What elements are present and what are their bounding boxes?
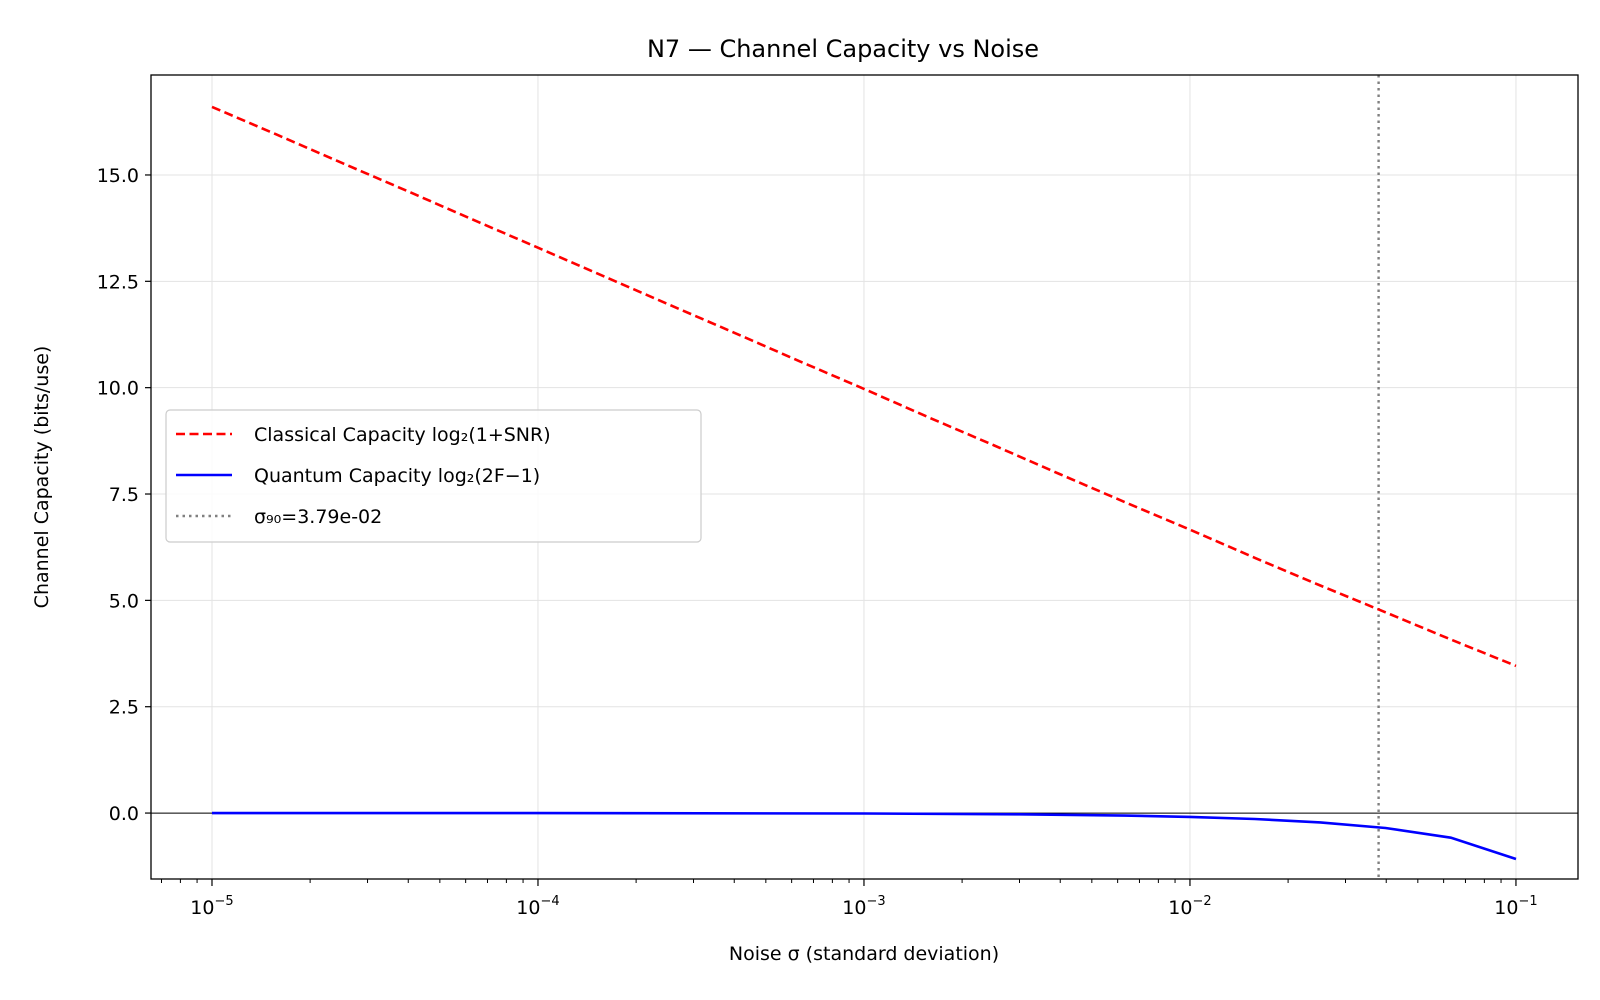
x-axis-label: Noise σ (standard deviation) [729, 943, 999, 965]
quantum-capacity-line [212, 811, 1517, 861]
x-tick-label: 10−2 [1168, 894, 1211, 919]
chart-title: N7 — Channel Capacity vs Noise [647, 35, 1039, 63]
classical-capacity-line [211, 105, 1517, 668]
x-tick-label: 10−1 [1494, 894, 1537, 919]
grid-layer [151, 75, 1578, 879]
legend-entry-sigma90-label: σ₉₀=3.79e-02 [254, 506, 382, 528]
y-tick-label: 10.0 [97, 378, 139, 400]
y-tick-label: 15.0 [97, 165, 139, 187]
legend-box [165, 409, 702, 543]
y-tick-label: 7.5 [109, 484, 139, 506]
y-tick-label: 5.0 [109, 590, 139, 612]
y-tick-label: 2.5 [109, 697, 139, 719]
legend-entry-quantum-label: Quantum Capacity log₂(2F−1) [254, 465, 540, 487]
legend-entry-classical-label: Classical Capacity log₂(1+SNR) [254, 424, 551, 446]
plot-layer [151, 75, 1578, 879]
x-tick-label: 10−3 [842, 894, 885, 919]
y-tick-label: 0.0 [109, 803, 139, 825]
y-axis-label: Channel Capacity (bits/use) [31, 346, 53, 609]
legend: Classical Capacity log₂(1+SNR) Quantum Ca… [165, 409, 702, 543]
axis-layer: 0.0 2.5 5.0 7.5 10.0 12.5 15.0 10−5 10−4 10−3 10−2… [97, 165, 1538, 919]
y-tick-label: 12.5 [97, 271, 139, 293]
x-tick-label: 10−4 [516, 894, 559, 919]
x-tick-label: 10−5 [190, 894, 233, 919]
